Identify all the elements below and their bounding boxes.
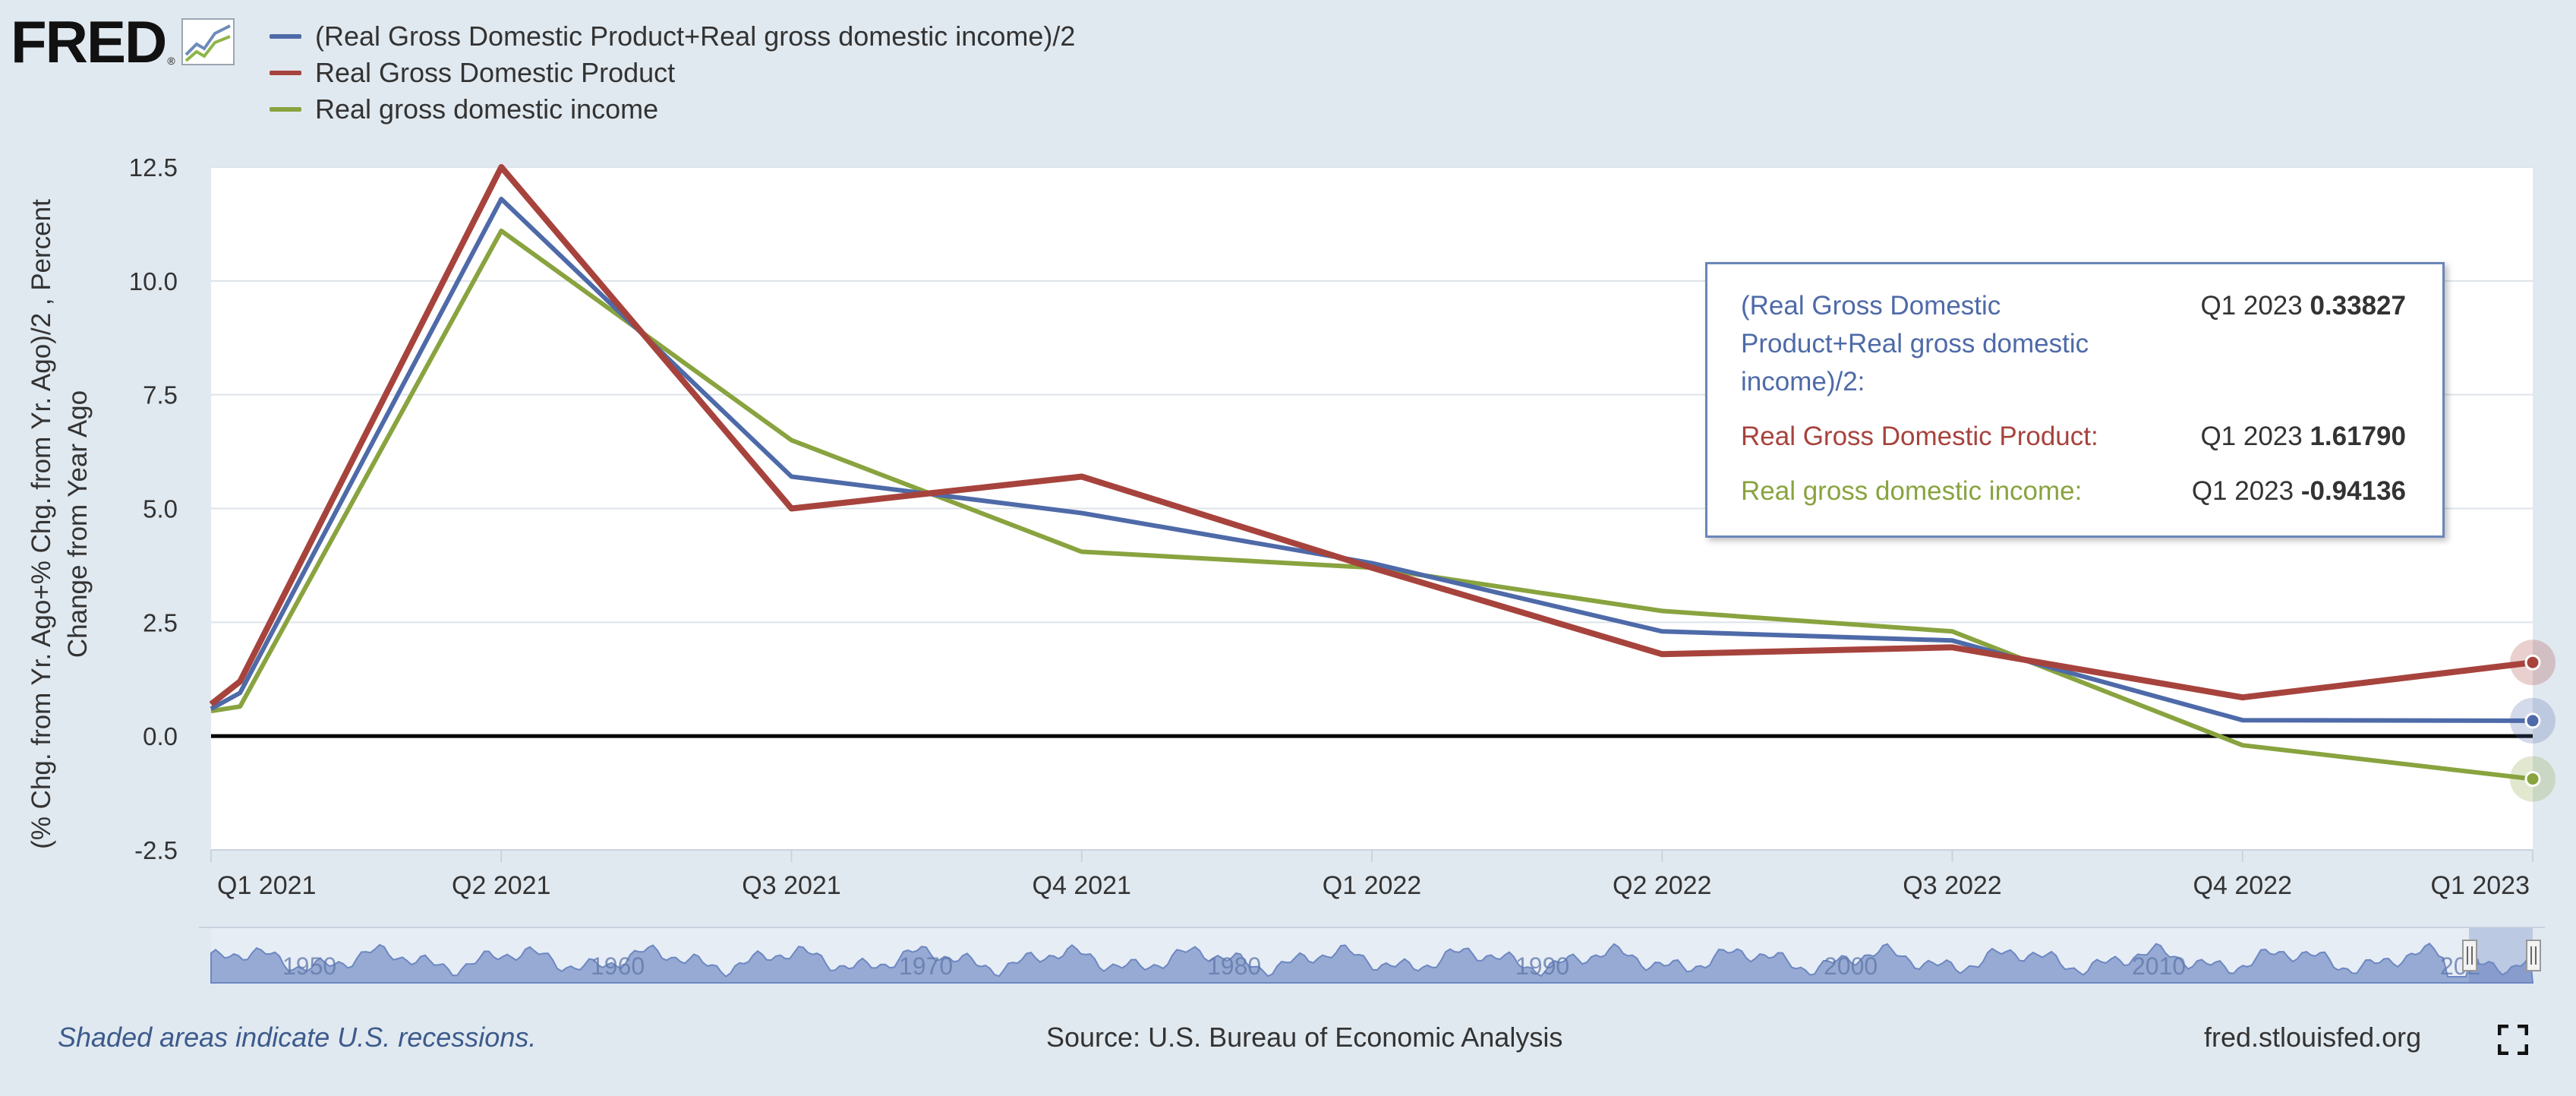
x-tick-label: Q3 2022 xyxy=(1903,871,2001,900)
tooltip-series-name-gdi: Real gross domestic income: xyxy=(1741,476,2083,506)
navigator-year-label: 1990 xyxy=(1515,952,1569,980)
navigator-year-label: 1950 xyxy=(282,952,336,980)
series-line-0[interactable] xyxy=(210,197,2533,723)
x-axis-ticks: Q1 2021 Q2 2021 Q3 2021 Q4 2021 Q1 2022 Q2 20… xyxy=(210,850,2533,900)
legend-swatch-gdp xyxy=(270,71,301,75)
fullscreen-icon[interactable] xyxy=(2498,1025,2528,1055)
series-lines xyxy=(209,164,2533,782)
logo-registered-mark: ® xyxy=(167,55,175,67)
x-tick-label: Q1 2023 xyxy=(2431,871,2530,900)
legend-item-gdi[interactable]: Real gross domestic income xyxy=(270,91,1075,128)
x-tick-label: Q1 2021 xyxy=(217,871,316,900)
end-marker[interactable] xyxy=(2524,771,2541,788)
chart-tooltip: (Real Gross Domestic Product+Real gross … xyxy=(1705,262,2445,538)
navigator-selection[interactable] xyxy=(2469,928,2533,983)
y-axis-ticks: -2.5 0.0 2.5 5.0 7.5 10.0 12.5 xyxy=(129,153,178,864)
chart-logo-icon xyxy=(181,18,235,65)
site-link[interactable]: fred.stlouisfed.org xyxy=(2204,1022,2422,1053)
tooltip-row-gdp: Real Gross Domestic Product: Q1 2023 1.6… xyxy=(1741,418,2406,456)
tooltip-series-name-gdp: Real Gross Domestic Product: xyxy=(1741,422,2098,451)
tooltip-value-gdi: Q1 2023 -0.94136 xyxy=(2191,476,2406,506)
y-tick-label: 12.5 xyxy=(129,153,178,182)
x-tick-label: Q1 2022 xyxy=(1323,871,1421,900)
y-axis-label-line-1: (% Chg. from Yr. Ago+% Chg. from Yr. Ago… xyxy=(27,199,56,849)
tooltip-value-average: Q1 2023 0.33827 xyxy=(2200,291,2406,321)
navigator-year-label: 1970 xyxy=(899,952,953,980)
legend-item-average[interactable]: (Real Gross Domestic Product+Real gross … xyxy=(270,18,1075,55)
y-tick-label: 5.0 xyxy=(143,495,178,523)
navigator-year-label: 1960 xyxy=(591,952,645,980)
tooltip-row-average: (Real Gross Domestic Product+Real gross … xyxy=(1741,287,2406,401)
end-marker[interactable] xyxy=(2524,654,2541,671)
tooltip-series-name-average: (Real Gross Domestic Product+Real gross … xyxy=(1741,291,2089,396)
logo-text: FRED xyxy=(11,8,167,75)
navigator-year-label: 1980 xyxy=(1207,952,1261,980)
y-tick-label: 0.0 xyxy=(143,722,178,750)
legend-label-gdi: Real gross domestic income xyxy=(315,93,659,125)
fred-logo[interactable]: FRED ® xyxy=(11,12,235,71)
x-tick-label: Q3 2021 xyxy=(742,871,840,900)
y-tick-label: 10.0 xyxy=(129,267,178,295)
end-marker[interactable] xyxy=(2524,712,2541,729)
series-line-1[interactable] xyxy=(209,164,2533,707)
x-tick-label: Q4 2021 xyxy=(1033,871,1131,900)
navigator-handle-left[interactable] xyxy=(2462,940,2477,971)
navigator-handle-right[interactable] xyxy=(2526,940,2541,971)
x-tick-label: Q4 2022 xyxy=(2193,871,2292,900)
legend-label-average: (Real Gross Domestic Product+Real gross … xyxy=(315,21,1076,52)
navigator-area xyxy=(210,943,2534,984)
x-tick-label: Q2 2022 xyxy=(1613,871,1711,900)
legend-swatch-gdi xyxy=(270,107,301,112)
chart-legend: (Real Gross Domestic Product+Real gross … xyxy=(270,18,1075,128)
y-axis-label-line-2: Change from Year Ago xyxy=(63,390,93,658)
tooltip-row-gdi: Real gross domestic income: Q1 2023 -0.9… xyxy=(1741,472,2406,510)
y-tick-label: 7.5 xyxy=(143,381,178,409)
navigator-year-label: 2010 xyxy=(2132,952,2186,980)
x-tick-label: Q2 2021 xyxy=(452,871,550,900)
range-navigator[interactable]: 1950 1960 1970 1980 1990 2000 2010 202 xyxy=(199,927,2545,984)
source-text: Source: U.S. Bureau of Economic Analysis xyxy=(1046,1022,1563,1053)
tooltip-value-gdp: Q1 2023 1.61790 xyxy=(2200,422,2406,451)
recession-note: Shaded areas indicate U.S. recessions. xyxy=(58,1022,537,1053)
legend-swatch-average xyxy=(270,34,301,39)
y-tick-label: 2.5 xyxy=(143,608,178,636)
navigator-year-label: 2000 xyxy=(1824,952,1878,980)
legend-label-gdp: Real Gross Domestic Product xyxy=(315,57,676,88)
legend-item-gdp[interactable]: Real Gross Domestic Product xyxy=(270,55,1075,91)
y-tick-label: -2.5 xyxy=(134,836,178,864)
end-markers xyxy=(2510,640,2556,802)
series-line-2[interactable] xyxy=(210,228,2533,782)
